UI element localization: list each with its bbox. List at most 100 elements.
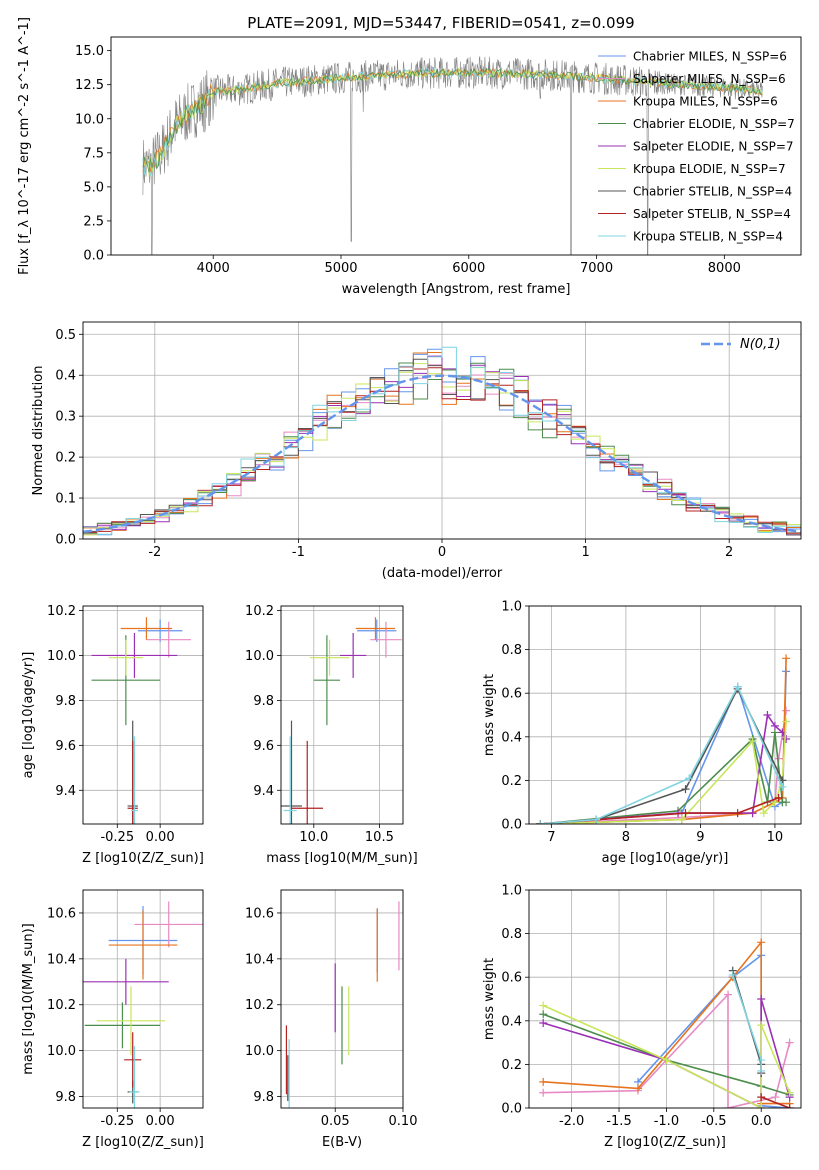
plot-area <box>536 654 791 824</box>
weight-point <box>724 990 733 999</box>
weight-point <box>681 809 690 818</box>
y-axis-label: mass weight <box>482 958 497 1040</box>
y-tick-label: 9.8 <box>253 1090 274 1105</box>
weight-line <box>540 797 779 824</box>
panel-weight_vs_Z: -2.0 -1.5 -1.0 -0.5 0.0 0.0 0.2 0.4 0.6 0.8 1.0 Z [… <box>482 884 802 1150</box>
legend-label: Salpeter ELODIE, N_SSP=7 <box>633 140 794 154</box>
y-tick-label: 10.0 <box>47 1044 76 1059</box>
x-tick-label: -0.5 <box>701 1114 726 1129</box>
panel-weight_vs_age: 7 8 9 10 0.0 0.2 0.4 0.6 0.8 1.0 age [log10(age/yr… <box>482 600 802 866</box>
figure-title: PLATE=2091, MJD=53447, FIBERID=0541, z=0… <box>247 14 634 32</box>
x-tick-label: 9 <box>696 830 704 845</box>
weight-point <box>757 1093 766 1102</box>
x-tick-label: 0.00 <box>146 1114 175 1129</box>
legend-label: Salpeter STELIB, N_SSP=4 <box>633 207 791 221</box>
y-tick-label: 0.4 <box>55 369 76 384</box>
y-tick-label: 10.2 <box>47 604 76 619</box>
x-axis-label: wavelength [Angstrom, rest frame] <box>342 282 571 297</box>
y-tick-label: 10.2 <box>47 998 76 1013</box>
weight-line <box>543 940 790 1105</box>
legend-label: Kroupa MILES, N_SSP=6 <box>633 95 778 109</box>
weight-point <box>539 1088 548 1097</box>
plot-area <box>83 901 203 1108</box>
weight-line <box>542 998 791 1108</box>
axes-frame <box>110 36 802 256</box>
y-tick-label: 0.0 <box>83 249 104 264</box>
x-tick-label: 4000 <box>197 261 230 276</box>
y-tick-label: 9.6 <box>55 739 76 754</box>
weight-point <box>763 711 772 719</box>
weight-point <box>539 1018 548 1027</box>
weight-point <box>757 938 766 947</box>
weight-point <box>782 717 791 726</box>
plot-area <box>281 617 402 824</box>
weight-point <box>778 782 787 791</box>
legend-label: Kroupa STELIB, N_SSP=4 <box>633 230 783 244</box>
y-tick-label: 9.8 <box>55 694 76 709</box>
panels: 4000 5000 6000 7000 80000.02.55.07.510.012.5… <box>17 17 802 1150</box>
legend-label: Chabrier STELIB, N_SSP=4 <box>633 185 792 199</box>
weight-point <box>771 1093 780 1102</box>
x-tick-label: 6000 <box>452 261 485 276</box>
weight-point <box>733 682 742 691</box>
axes-frame <box>280 605 404 825</box>
panel-mass_vs_Z: -0.25 0.00 9.8 10.0 10.2 10.4 10.6 Z [log10(Z/Z… <box>21 889 204 1150</box>
weight-point <box>728 971 737 980</box>
axes-frame <box>280 889 404 1109</box>
x-tick-label: -1.5 <box>606 1114 631 1129</box>
y-tick-label: 2.5 <box>83 214 104 229</box>
weight-line <box>542 1013 790 1096</box>
weight-point <box>759 809 768 818</box>
y-tick-label: 10.0 <box>245 1044 274 1059</box>
axes-frame <box>82 889 204 1109</box>
weight-point <box>782 654 791 663</box>
plot-area <box>91 617 191 824</box>
y-tick-label: 10.6 <box>245 906 274 921</box>
weight-line <box>540 687 784 824</box>
panel-spectrum: 4000 5000 6000 7000 8000 0.0 2.5 5.0 7.5 10.0 12.5… <box>17 17 802 297</box>
y-tick-label: 0.1 <box>55 492 76 507</box>
weight-line <box>542 1004 791 1108</box>
legend-label: Kroupa ELODIE, N_SSP=7 <box>633 162 786 176</box>
x-tick-label: -1 <box>292 545 305 560</box>
y-tick-label: 0.2 <box>501 774 522 789</box>
y-tick-label: 0.0 <box>501 1102 522 1117</box>
weight-line <box>540 712 787 824</box>
legend-label: Chabrier ELODIE, N_SSP=7 <box>633 117 795 131</box>
weight-point <box>757 1066 766 1075</box>
weight-point <box>757 995 766 1003</box>
y-tick-label: 7.5 <box>83 146 104 161</box>
legend-label: Salpeter MILES, N_SSP=6 <box>633 72 786 86</box>
weight-point <box>539 1077 548 1086</box>
plot-area <box>83 346 801 536</box>
y-tick-label: 0.0 <box>55 533 76 548</box>
weight-point <box>748 809 757 818</box>
y-tick-label: 0.6 <box>501 687 522 702</box>
weight-point <box>785 1038 794 1047</box>
weight-point <box>536 820 545 824</box>
y-tick-label: 10.0 <box>75 112 104 127</box>
weight-point <box>733 809 742 818</box>
weight-point <box>724 1104 733 1108</box>
y-tick-label: 1.0 <box>501 884 522 899</box>
weight-point <box>539 1001 548 1010</box>
plot-area <box>285 901 400 1108</box>
weight-point <box>782 734 791 743</box>
weight-line <box>760 1096 790 1108</box>
y-tick-label: 10.2 <box>245 998 274 1013</box>
weight-point <box>662 1056 671 1065</box>
x-tick-label: -2.0 <box>559 1114 584 1129</box>
y-axis-label: age [log10(age/yr)] <box>21 652 36 779</box>
weight-point <box>685 774 694 783</box>
x-tick-label: 0.00 <box>146 830 175 845</box>
x-tick-label: 0.0 <box>751 1114 772 1129</box>
panel-age_vs_mass: 10.0 10.5 9.4 9.6 9.8 10.0 10.2 mass [log10(M/M… <box>245 604 418 866</box>
x-tick-label: 0.10 <box>389 1114 418 1129</box>
weight-point <box>539 1010 548 1019</box>
x-tick-label: 7 <box>547 830 555 845</box>
x-tick-label: 5000 <box>324 261 357 276</box>
y-tick-label: 5.0 <box>83 180 104 195</box>
y-tick-label: 10.4 <box>47 952 76 967</box>
weight-point <box>748 737 757 746</box>
